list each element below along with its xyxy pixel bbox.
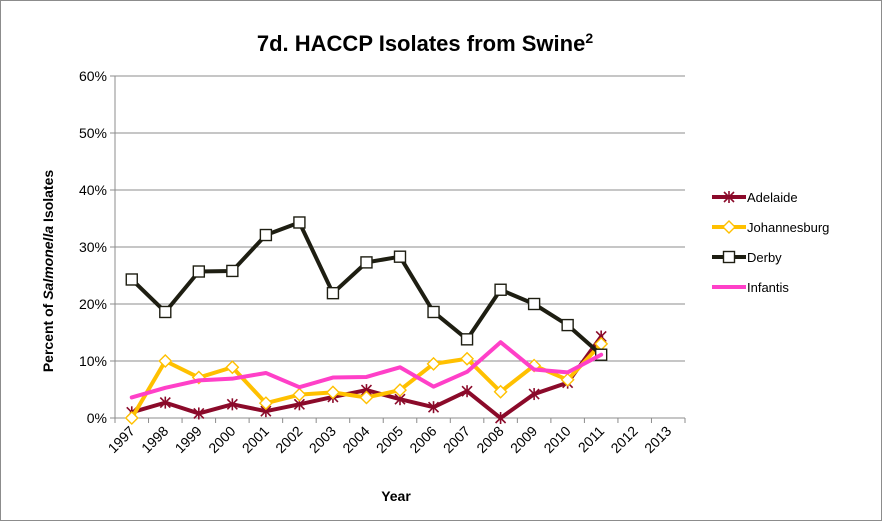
legend-item-derby: Derby xyxy=(712,250,782,265)
data-point-marker xyxy=(460,333,474,346)
data-point-marker xyxy=(259,228,273,242)
data-point-marker xyxy=(393,250,407,263)
y-tick-label: 60% xyxy=(79,68,107,84)
data-point-marker xyxy=(258,396,273,411)
data-point-marker xyxy=(493,384,508,399)
legend-label: Infantis xyxy=(747,280,789,295)
data-point-marker xyxy=(293,216,306,229)
data-point-marker xyxy=(494,283,507,296)
y-tick-label: 0% xyxy=(87,410,107,426)
x-tick-label: 2009 xyxy=(507,423,540,456)
data-point-marker xyxy=(159,305,172,319)
y-tick-label: 50% xyxy=(79,125,107,141)
x-tick-label: 2000 xyxy=(205,423,238,456)
data-point-marker xyxy=(460,351,475,366)
series-line xyxy=(129,340,604,400)
x-tick-label: 2002 xyxy=(272,423,305,456)
data-point-marker xyxy=(359,390,374,405)
gridlines xyxy=(115,75,685,362)
y-axis-title-prefix: Percent of xyxy=(40,300,56,372)
legend-label: Johannesburg xyxy=(747,220,829,235)
data-point-marker xyxy=(125,273,138,286)
x-tick-label: 2003 xyxy=(306,423,339,456)
legend-item-adelaide: Adelaide xyxy=(712,190,798,205)
data-point-marker xyxy=(226,264,239,278)
data-point-marker xyxy=(426,356,441,371)
series-infantis xyxy=(129,340,604,400)
x-tick-label: 2012 xyxy=(607,423,640,456)
x-tick-label: 2006 xyxy=(406,423,439,456)
axes xyxy=(110,75,686,423)
y-axis-title-suffix: Isolates xyxy=(40,170,56,226)
series-derby xyxy=(125,216,608,361)
chart-title: 7d. HACCP Isolates from Swine2 xyxy=(257,30,593,56)
data-point-marker xyxy=(393,383,407,398)
data-point-marker xyxy=(225,360,240,375)
y-tick-label: 20% xyxy=(79,296,107,312)
x-tick-label: 2013 xyxy=(641,423,674,456)
legend-label: Adelaide xyxy=(747,190,798,205)
y-axis-title-italic: Salmonella xyxy=(40,226,56,300)
x-tick-label: 2005 xyxy=(373,423,406,456)
x-tick-label: 1999 xyxy=(172,423,205,456)
y-tick-label: 30% xyxy=(79,239,107,255)
legend-item-johannesburg: Johannesburg xyxy=(712,220,829,235)
data-point-marker xyxy=(326,286,340,300)
data-point-marker xyxy=(722,220,736,234)
chart-title-superscript: 2 xyxy=(585,30,593,46)
data-point-marker xyxy=(560,372,575,387)
series-lines xyxy=(124,216,609,425)
series-line xyxy=(129,220,604,357)
data-point-marker xyxy=(292,387,307,402)
data-point-marker xyxy=(527,297,541,311)
x-tick-label: 1998 xyxy=(138,423,171,456)
legend-item-infantis: Infantis xyxy=(712,280,789,295)
legend-label: Derby xyxy=(747,250,782,265)
data-point-marker xyxy=(427,305,440,319)
data-point-marker xyxy=(124,411,139,425)
x-tick-label: 2007 xyxy=(440,423,473,456)
y-tick-label: 40% xyxy=(79,182,107,198)
y-axis-title: Percent of Salmonella Isolates xyxy=(40,170,56,373)
chart-title-main: 7d. HACCP Isolates from Swine xyxy=(257,31,585,56)
x-tick-label: 2011 xyxy=(575,423,608,456)
x-tick-label: 1997 xyxy=(105,423,138,456)
x-tick-label: 2008 xyxy=(473,423,506,456)
data-point-marker xyxy=(325,385,340,400)
data-point-marker xyxy=(561,318,574,332)
data-point-marker xyxy=(192,265,206,278)
x-tick-label: 2010 xyxy=(540,423,573,456)
y-tick-label: 10% xyxy=(79,353,107,369)
x-tick-label: 2001 xyxy=(239,423,272,456)
data-point-marker xyxy=(360,256,373,269)
x-tick-label: 2004 xyxy=(339,423,372,456)
legend: Adelaide Johannesburg Derby Infantis xyxy=(712,190,829,295)
data-point-marker xyxy=(722,250,736,264)
data-point-marker xyxy=(158,354,173,368)
x-axis-title: Year xyxy=(381,488,411,504)
